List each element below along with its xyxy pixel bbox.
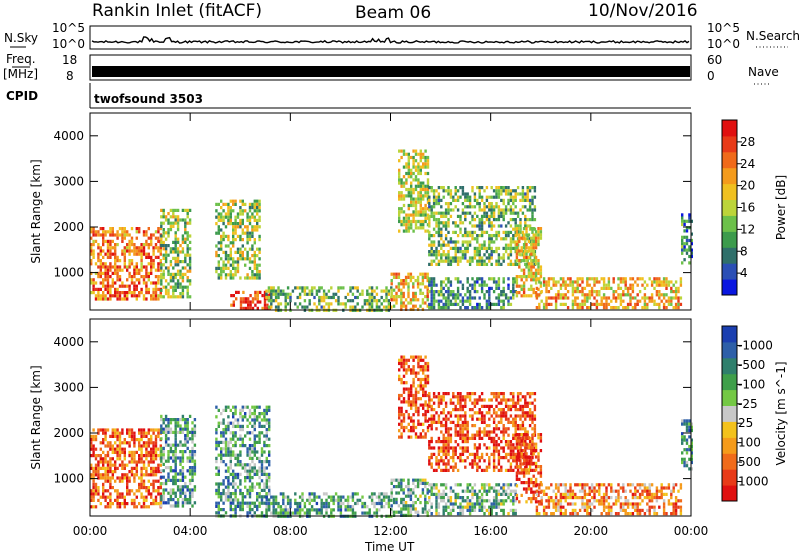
power-cbtick-6: 28 bbox=[740, 135, 755, 149]
power-region-0 bbox=[90, 227, 162, 301]
velocity-region-0 bbox=[90, 428, 162, 508]
power-colorbar-label: Power [dB] bbox=[774, 175, 788, 240]
velocity-panel: 1000 2000 3000 4000 00:00 04:00 08:00 12:00 16:0… bbox=[29, 319, 788, 538]
power-ytick-0: 1000 bbox=[53, 266, 84, 280]
power-region-3 bbox=[230, 291, 271, 310]
power-cbtick-3: 16 bbox=[740, 201, 755, 215]
power-ytick-2: 3000 bbox=[53, 174, 84, 188]
x-tick-6: 00:00 bbox=[674, 524, 709, 538]
velocity-cbtick-6: -500 bbox=[738, 358, 765, 372]
velocity-ytick-1: 2000 bbox=[53, 426, 84, 440]
nsky-panel bbox=[90, 26, 691, 49]
velocity-cbtick-4: -25 bbox=[738, 397, 758, 411]
velocity-colorbar-seg-4 bbox=[722, 422, 737, 438]
cpid-value: twofsound 3503 bbox=[94, 92, 203, 106]
date-title: 10/Nov/2016 bbox=[588, 1, 698, 21]
velocity-ytick-3: 4000 bbox=[53, 335, 84, 349]
power-colorbar-seg-6 bbox=[722, 184, 737, 200]
power-colorbar-seg-1 bbox=[722, 263, 737, 279]
nsky-tick-bottom: 10^0 bbox=[52, 37, 85, 51]
velocity-colorbar-seg-9 bbox=[722, 342, 737, 358]
nave-tick-bottom: 0 bbox=[707, 69, 715, 83]
power-ytick-1: 2000 bbox=[53, 220, 84, 234]
power-cbtick-0: 4 bbox=[740, 266, 748, 280]
velocity-colorbar-seg-10 bbox=[722, 326, 737, 342]
power-colorbar-seg-7 bbox=[722, 168, 737, 184]
power-region-4 bbox=[265, 286, 392, 312]
velocity-region-4 bbox=[398, 356, 429, 439]
power-cbtick-1: 8 bbox=[740, 244, 748, 258]
velocity-colorbar-seg-6 bbox=[722, 390, 737, 406]
nsky-tick-top: 10^5 bbox=[52, 21, 85, 35]
power-region-1 bbox=[160, 209, 191, 299]
nave-tick-top: 60 bbox=[707, 53, 722, 67]
x-tick-4: 16:00 bbox=[473, 524, 508, 538]
nsearch-tick-top: 10^5 bbox=[707, 21, 740, 35]
power-colorbar-seg-9 bbox=[722, 136, 737, 152]
cpid-label: CPID bbox=[6, 89, 38, 103]
x-tick-5: 20:00 bbox=[574, 524, 609, 538]
velocity-colorbar-seg-1 bbox=[722, 469, 737, 485]
power-colorbar-seg-10 bbox=[722, 120, 737, 136]
x-axis-title: Time UT bbox=[364, 540, 415, 554]
velocity-region-9 bbox=[536, 483, 682, 515]
nsearch-label: N.Search bbox=[746, 29, 800, 43]
power-region-8 bbox=[428, 277, 517, 309]
velocity-ylabel: Slant Range [km] bbox=[29, 365, 43, 469]
power-colorbar-seg-5 bbox=[722, 200, 737, 216]
power-ylabel: Slant Range [km] bbox=[29, 159, 43, 263]
velocity-region-1 bbox=[160, 415, 196, 508]
power-region-5 bbox=[398, 150, 429, 233]
velocity-colorbar-seg-8 bbox=[722, 358, 737, 374]
power-panel: 1000 2000 3000 4000 Slant Range [km] 4 8 12 16 20… bbox=[29, 113, 788, 312]
power-region-6 bbox=[391, 273, 429, 311]
power-colorbar-seg-4 bbox=[722, 216, 737, 232]
velocity-region-7 bbox=[428, 483, 517, 515]
nsky-trace bbox=[92, 37, 689, 43]
x-tick-2: 08:00 bbox=[273, 524, 308, 538]
power-colorbar-seg-2 bbox=[722, 247, 737, 263]
power-cbtick-5: 24 bbox=[740, 157, 755, 171]
freq-band bbox=[92, 66, 690, 77]
velocity-cbtick-7: -1000 bbox=[738, 338, 773, 352]
velocity-ytick-2: 3000 bbox=[53, 380, 84, 394]
velocity-cbtick-3: 25 bbox=[738, 416, 753, 430]
velocity-region-3 bbox=[265, 492, 392, 518]
velocity-colorbar-seg-2 bbox=[722, 453, 737, 469]
x-tick-1: 04:00 bbox=[173, 524, 208, 538]
velocity-region-2 bbox=[215, 406, 270, 518]
nave-label: Nave bbox=[748, 65, 779, 79]
power-colorbar-seg-0 bbox=[722, 279, 737, 295]
velocity-colorbar-seg-0 bbox=[722, 485, 737, 501]
velocity-cbtick-1: 500 bbox=[738, 455, 761, 469]
station-title: Rankin Inlet (fitACF) bbox=[92, 1, 262, 21]
power-region-10 bbox=[536, 277, 682, 309]
velocity-colorbar-label: Velocity [m s^-1] bbox=[774, 361, 788, 465]
freq-unit: [MHz] bbox=[3, 67, 38, 81]
x-tick-0: 00:00 bbox=[73, 524, 108, 538]
velocity-cbtick-2: 100 bbox=[738, 436, 761, 450]
nsky-label: N.Sky bbox=[4, 31, 38, 45]
velocity-cbtick-0: 1000 bbox=[738, 475, 769, 489]
velocity-cbtick-5: -100 bbox=[738, 377, 765, 391]
velocity-region-5 bbox=[391, 479, 429, 517]
freq-tick-top: 18 bbox=[62, 53, 77, 67]
velocity-colorbar-seg-3 bbox=[722, 437, 737, 453]
velocity-colorbar-seg-5 bbox=[722, 406, 737, 422]
freq-label: Freq. bbox=[6, 52, 36, 66]
power-region-2 bbox=[215, 200, 261, 280]
power-ytick-3: 4000 bbox=[53, 129, 84, 143]
power-cbtick-2: 12 bbox=[740, 222, 755, 236]
velocity-ytick-0: 1000 bbox=[53, 472, 84, 486]
power-colorbar-seg-8 bbox=[722, 152, 737, 168]
power-colorbar-seg-3 bbox=[722, 231, 737, 247]
velocity-colorbar-seg-7 bbox=[722, 374, 737, 390]
nsearch-tick-bottom: 10^0 bbox=[707, 37, 740, 51]
power-cbtick-4: 20 bbox=[740, 179, 755, 193]
freq-tick-bottom: 8 bbox=[66, 69, 74, 83]
x-tick-3: 12:00 bbox=[373, 524, 408, 538]
beam-title: Beam 06 bbox=[355, 3, 431, 23]
